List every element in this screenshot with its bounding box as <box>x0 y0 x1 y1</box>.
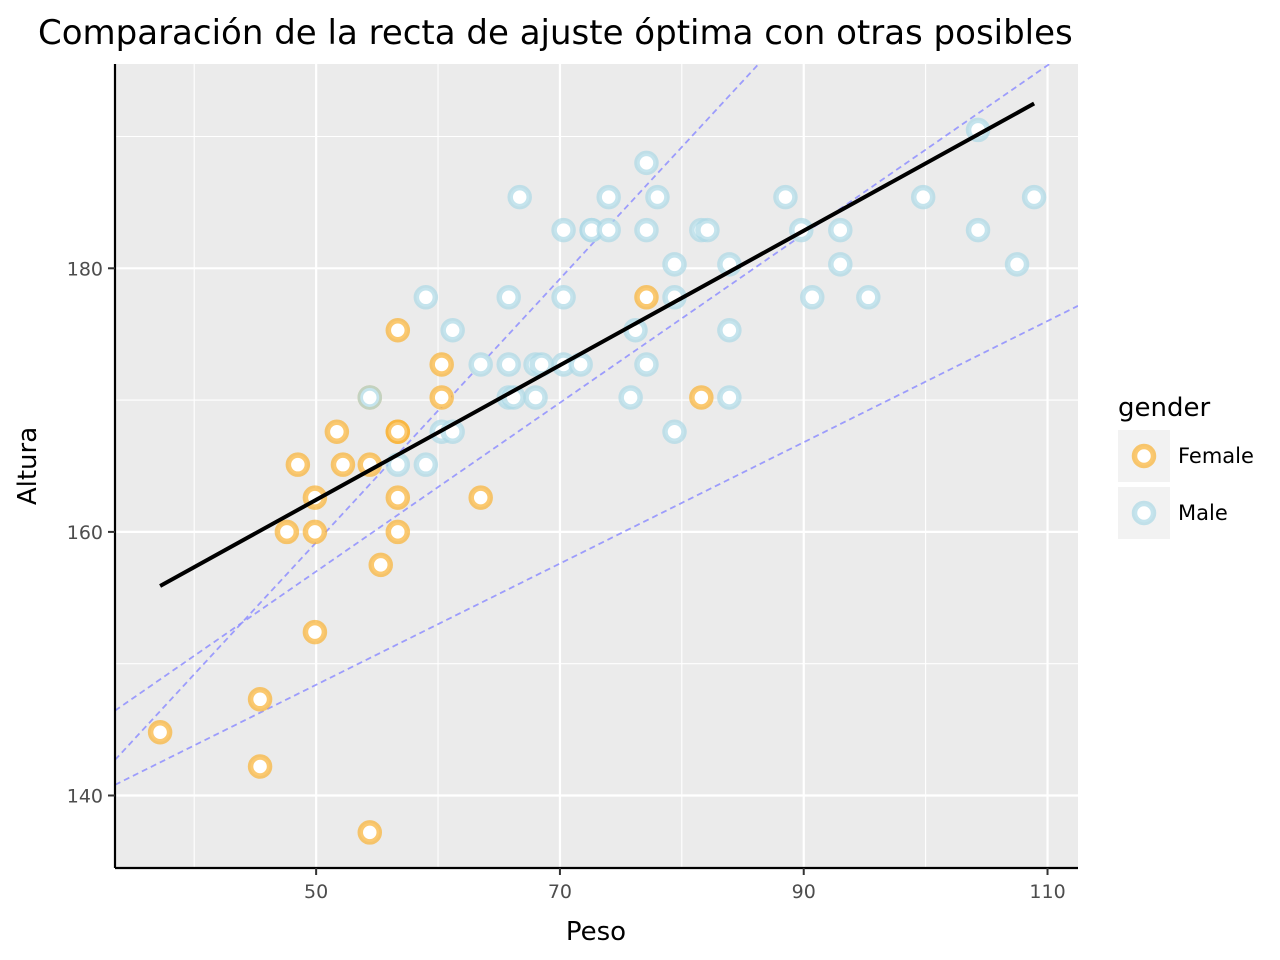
data-point-male <box>856 285 881 310</box>
data-point-male <box>596 217 621 243</box>
legend-title: gender <box>1118 393 1210 423</box>
data-point-male <box>717 317 742 343</box>
y-axis-ticks: 140 160 180 <box>67 258 115 808</box>
data-point-male <box>645 184 670 210</box>
data-point-male <box>507 184 532 210</box>
plot-panel <box>115 64 1078 868</box>
data-point-female <box>147 719 173 745</box>
data-point-female <box>357 820 383 845</box>
y-tick-label: 180 <box>67 258 103 280</box>
data-point-male <box>910 184 936 210</box>
data-point-male <box>413 285 439 310</box>
x-tick-label: 50 <box>304 881 328 903</box>
legend: gender Female Male <box>1118 393 1254 539</box>
data-point-male <box>717 385 742 410</box>
data-point-female <box>429 352 454 377</box>
scatter-points <box>147 117 1047 845</box>
fit-line-group <box>159 101 1036 588</box>
y-axis-title: Altura <box>13 427 43 505</box>
data-point-female <box>385 419 411 444</box>
x-axis-title: Peso <box>566 917 626 947</box>
data-point-female <box>385 485 411 510</box>
data-point-male <box>468 352 493 377</box>
fit-line <box>159 101 1036 588</box>
data-point-female <box>429 385 454 410</box>
data-point-male <box>634 352 659 377</box>
reference-lines <box>115 64 1078 786</box>
y-tick-label: 140 <box>67 786 103 808</box>
data-point-male <box>357 385 383 410</box>
legend-marker-female <box>1131 443 1157 469</box>
data-point-male <box>523 385 548 410</box>
chart-title: Comparación de la recta de ajuste óptima… <box>38 13 1073 53</box>
data-point-male <box>662 252 687 277</box>
data-point-female <box>324 419 350 444</box>
data-point-male <box>828 252 853 277</box>
data-point-male <box>596 184 621 210</box>
y-tick-label: 160 <box>67 522 103 544</box>
data-point-male <box>551 217 576 243</box>
data-point-male <box>965 217 991 243</box>
data-point-male <box>1021 184 1047 210</box>
x-axis-ticks: 50 70 90 110 <box>304 868 1066 903</box>
data-point-male <box>1004 252 1030 277</box>
data-point-female <box>468 485 493 510</box>
data-point-female <box>368 552 393 578</box>
data-point-male <box>634 217 659 243</box>
data-point-male <box>413 452 439 477</box>
data-point-female <box>247 754 273 779</box>
reference-line <box>115 64 1052 712</box>
data-point-female <box>385 317 411 343</box>
data-point-male <box>634 150 659 176</box>
data-point-male <box>551 285 576 310</box>
data-point-male <box>773 184 798 210</box>
data-point-male <box>800 285 825 310</box>
data-point-male <box>828 217 853 243</box>
data-point-female <box>689 385 714 410</box>
grid-major <box>115 64 1078 868</box>
data-point-male <box>496 352 521 377</box>
legend-marker-male <box>1131 500 1157 526</box>
legend-label-female: Female <box>1178 444 1254 468</box>
data-point-female <box>285 452 311 477</box>
data-point-female <box>385 519 411 545</box>
legend-label-male: Male <box>1178 501 1228 525</box>
data-point-male <box>618 385 643 410</box>
data-point-female <box>274 519 300 545</box>
data-point-female <box>330 452 356 477</box>
data-point-male <box>496 285 521 310</box>
data-point-male <box>440 317 465 343</box>
data-point-female <box>634 285 659 310</box>
data-point-male <box>662 419 687 444</box>
data-point-male <box>695 217 720 243</box>
x-tick-label: 70 <box>548 881 572 903</box>
x-tick-label: 110 <box>1029 881 1065 903</box>
data-point-female <box>302 519 328 545</box>
data-point-female <box>302 619 328 645</box>
x-tick-label: 90 <box>792 881 816 903</box>
data-point-female <box>247 687 273 712</box>
